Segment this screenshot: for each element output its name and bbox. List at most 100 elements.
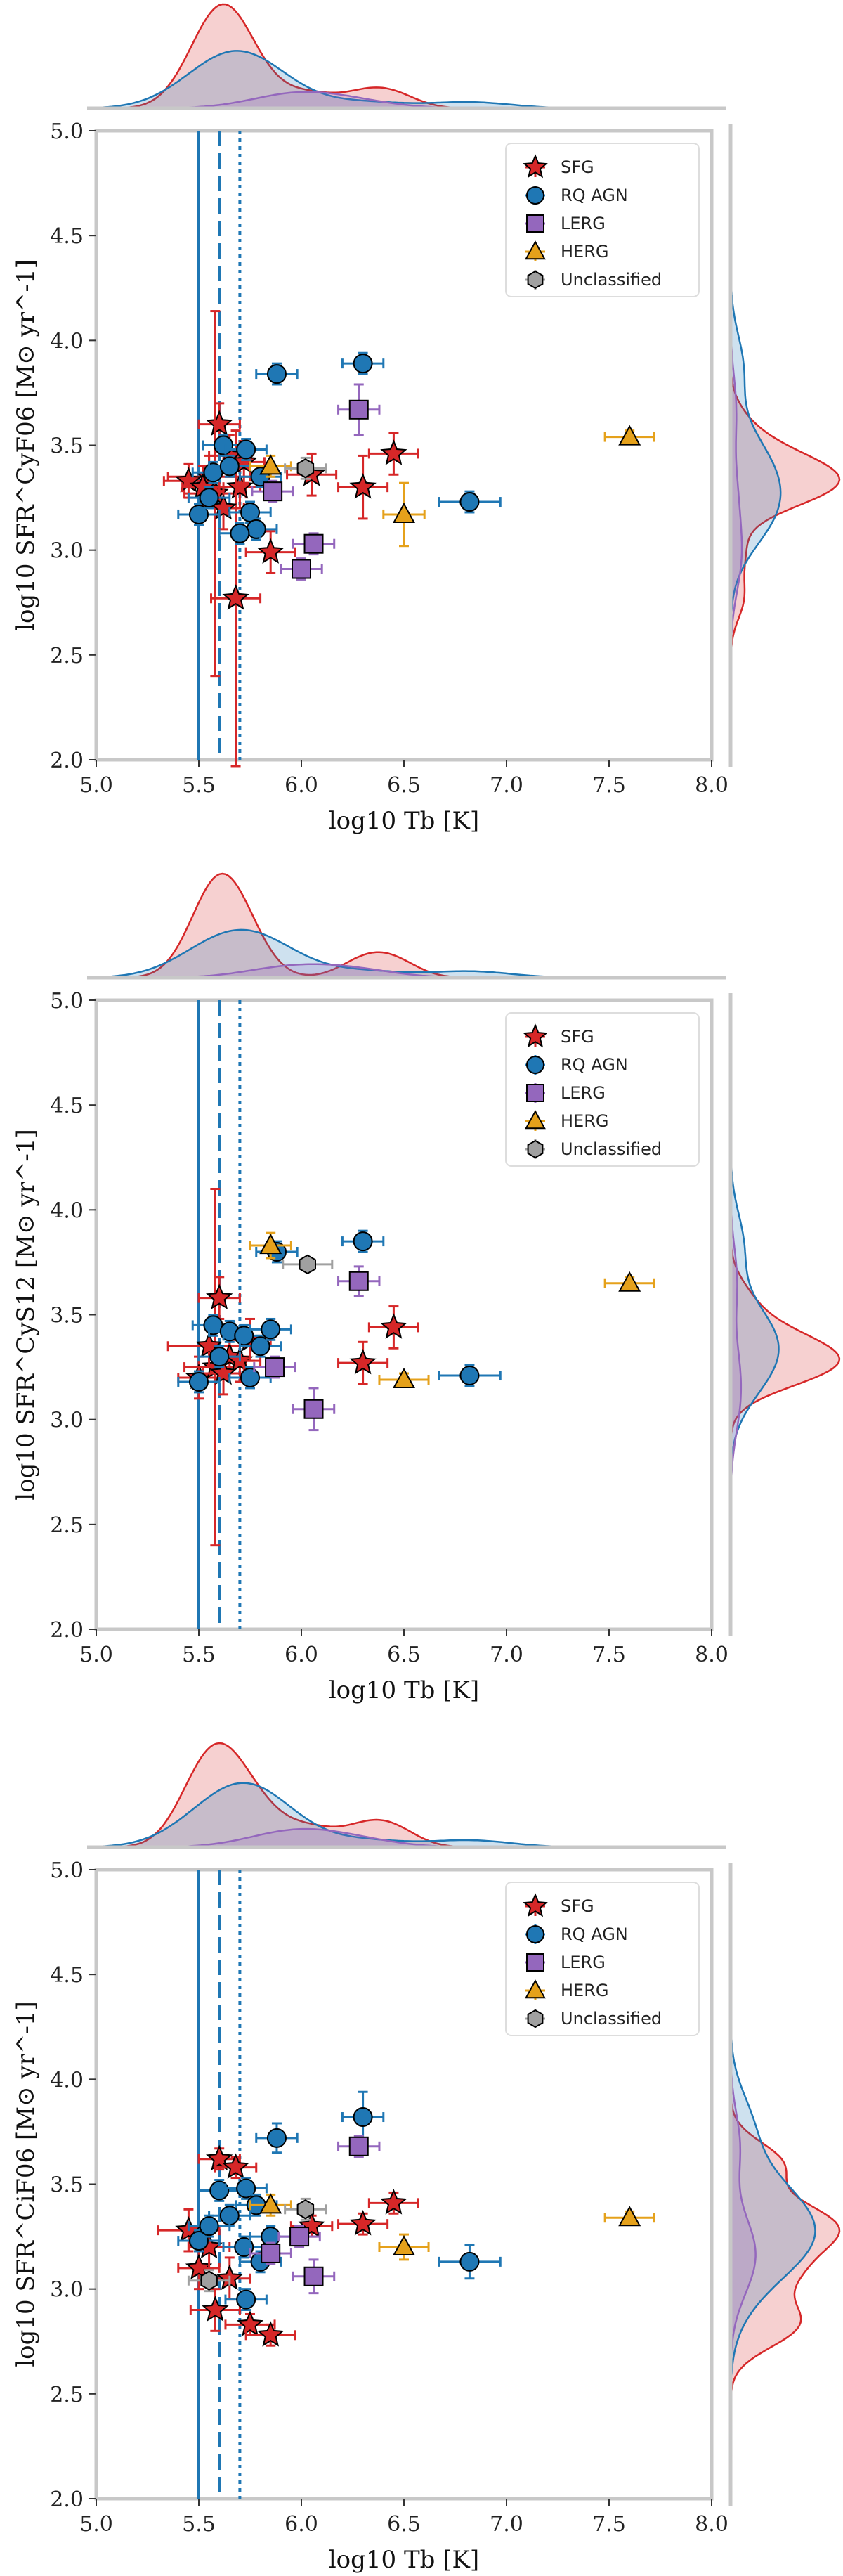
- y-tick-label: 3.0: [50, 2278, 84, 2303]
- data-point-sfg: [206, 1283, 233, 1309]
- legend-box: [505, 1012, 700, 1167]
- data-point-herg: [393, 502, 415, 523]
- x-tick-label: 5.5: [182, 773, 216, 798]
- data-point-lerg: [292, 559, 311, 579]
- x-tick-label: 6.0: [285, 2512, 318, 2537]
- data-point-rq-agn: [236, 2289, 256, 2310]
- data-point-sfg: [349, 472, 377, 499]
- data-point-lerg: [303, 1399, 324, 1419]
- data-point-rq-agn: [240, 1368, 260, 1387]
- x-tick-label: 7.5: [592, 773, 626, 798]
- legend-label: Unclassified: [561, 2009, 662, 2028]
- data-point-herg: [259, 2193, 282, 2214]
- y-tick-label: 2.0: [50, 749, 84, 773]
- series-sfg: [162, 310, 419, 768]
- legend-box: [505, 1882, 700, 2036]
- y-tick-label: 5.0: [50, 119, 84, 144]
- data-point-rq-agn: [236, 439, 256, 460]
- legend-marker-lerg: [526, 214, 544, 233]
- x-tick-label: 6.0: [285, 773, 318, 798]
- legend-marker-lerg: [526, 1084, 544, 1102]
- x-tick-label: 5.5: [182, 1643, 216, 1667]
- x-tick-label: 8.0: [695, 2512, 728, 2537]
- data-point-rq-agn: [266, 2128, 287, 2148]
- data-point-rq-agn: [234, 2237, 254, 2257]
- legend-label: RQ AGN: [561, 1055, 628, 1075]
- series-herg: [249, 425, 655, 548]
- data-point-unclassified: [296, 2199, 315, 2220]
- legend: SFG RQ AGN LERG HERG Unclassified: [505, 143, 700, 297]
- chart-panel-1: 5.0 5.5 6.0 6.5 7.0 7.5 8.0 2.0 2.5 3.0 3.5 4.0 4.5 5…: [12, 3, 841, 835]
- x-tick-label: 5.5: [182, 2512, 216, 2537]
- legend-marker-rq-agn: [526, 1925, 544, 1943]
- right-kde-panel: [728, 1863, 841, 2506]
- data-point-unclassified: [296, 458, 315, 479]
- data-point-rq-agn: [353, 354, 373, 374]
- legend-label: LERG: [561, 214, 606, 233]
- series-rq-agn: [177, 351, 502, 545]
- legend-label: Unclassified: [561, 270, 662, 290]
- data-point-herg: [259, 1234, 282, 1255]
- legend-label: SFG: [561, 157, 594, 177]
- legend-marker-lerg: [526, 1953, 544, 1972]
- data-point-rq-agn: [199, 488, 219, 508]
- legend-label: SFG: [561, 1027, 594, 1047]
- data-point-sfg: [206, 410, 233, 436]
- data-point-rq-agn: [246, 519, 266, 539]
- data-point-herg: [393, 2234, 415, 2256]
- legend-marker-herg: [525, 240, 546, 260]
- y-axis-label: log10 SFR^CyS12 [M⊙ yr^-1]: [12, 1129, 40, 1500]
- x-tick-label: 7.0: [490, 2512, 523, 2537]
- data-point-lerg: [289, 2227, 310, 2247]
- legend-marker-sfg: [523, 1893, 548, 1917]
- legend: SFG RQ AGN LERG HERG Unclassified: [505, 1012, 700, 1167]
- data-point-rq-agn: [261, 1319, 281, 1340]
- data-point-lerg: [348, 2136, 369, 2156]
- data-point-rq-agn: [234, 1326, 254, 1346]
- data-point-rq-agn: [236, 2178, 256, 2199]
- y-tick-label: 4.5: [50, 1094, 84, 1118]
- data-point-lerg: [348, 1271, 369, 1291]
- x-tick-label: 7.0: [490, 1643, 523, 1667]
- right-kde-panel: [728, 124, 841, 767]
- x-tick-label: 7.5: [592, 1643, 626, 1667]
- data-point-sfg: [185, 2253, 213, 2280]
- series-herg: [249, 1231, 655, 1389]
- y-tick-label: 3.0: [50, 1409, 84, 1433]
- top-kde-panel: [87, 872, 726, 980]
- series-herg: [249, 2193, 655, 2261]
- data-point-rq-agn: [353, 2107, 373, 2128]
- data-point-unclassified: [299, 1254, 316, 1275]
- data-point-sfg: [349, 2209, 377, 2236]
- series-rq-agn: [177, 1229, 502, 1394]
- legend-label: HERG: [561, 242, 608, 261]
- data-point-rq-agn: [459, 1366, 480, 1386]
- y-axis-label: log10 SFR^CyF06 [M⊙ yr^-1]: [12, 259, 40, 631]
- data-point-herg: [393, 1367, 415, 1389]
- legend-marker-sfg: [523, 1023, 548, 1048]
- series-lerg: [249, 2135, 381, 2295]
- data-point-herg: [259, 454, 282, 475]
- right-kde-rq-agn: [729, 1870, 816, 2499]
- legend-marker-rq-agn: [526, 1056, 544, 1074]
- right-kde-panel: [728, 993, 841, 1636]
- x-tick-label: 8.0: [695, 1643, 728, 1667]
- y-tick-label: 5.0: [50, 1858, 84, 1883]
- x-tick-label: 8.0: [695, 773, 728, 798]
- y-tick-label: 4.5: [50, 1963, 84, 1988]
- data-point-rq-agn: [199, 2216, 219, 2237]
- series-lerg: [253, 1265, 381, 1432]
- data-point-sfg: [380, 1313, 407, 1339]
- x-axis-label: log10 Tb [K]: [329, 2546, 479, 2574]
- y-tick-label: 2.0: [50, 2487, 84, 2512]
- legend-marker-sfg: [523, 154, 548, 179]
- y-tick-label: 4.5: [50, 224, 84, 249]
- y-tick-label: 4.0: [50, 329, 84, 354]
- legend-label: HERG: [561, 1111, 608, 1131]
- legend-marker-unclassified: [527, 2009, 544, 2028]
- legend-label: SFG: [561, 1896, 594, 1916]
- legend-label: RQ AGN: [561, 186, 628, 205]
- x-tick-label: 6.5: [387, 773, 421, 798]
- data-point-rq-agn: [189, 2231, 209, 2251]
